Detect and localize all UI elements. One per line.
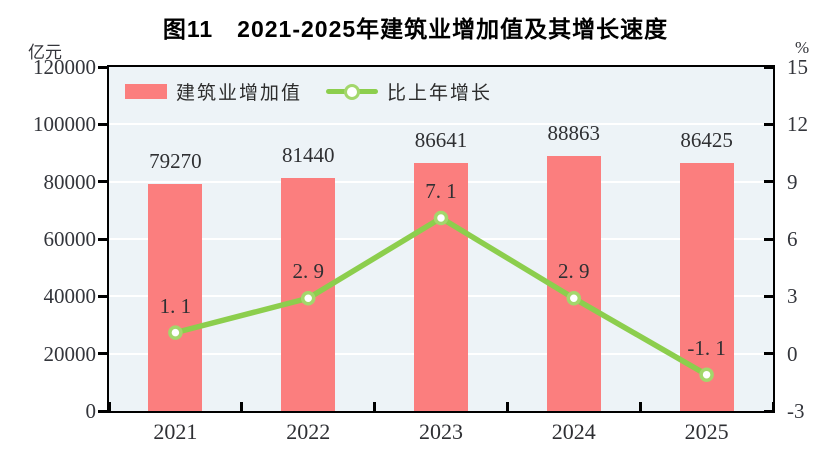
line-value-label: 1. 1 bbox=[159, 293, 192, 318]
x-axis-category-label: 2022 bbox=[286, 419, 331, 444]
line-value-label: -1. 1 bbox=[687, 335, 726, 360]
bar bbox=[414, 162, 468, 411]
right-axis-tick-label: 15 bbox=[787, 55, 808, 79]
x-axis-tick bbox=[771, 402, 775, 411]
left-axis-tick-label: 40000 bbox=[43, 284, 97, 309]
right-axis-tick-label: 9 bbox=[787, 169, 798, 194]
right-axis-tick bbox=[764, 237, 773, 241]
gridline bbox=[109, 123, 773, 126]
left-axis-tick bbox=[98, 180, 107, 184]
right-axis-tick bbox=[764, 180, 773, 184]
left-axis-tick-label: 120000 bbox=[33, 55, 96, 79]
right-axis-tick bbox=[764, 65, 773, 69]
right-axis-tick-label: 6 bbox=[787, 227, 798, 251]
plot-area: 建筑业增加值 比上年增长 79270 81440 86641 88863 86425 1.… bbox=[98, 65, 775, 413]
line-marker bbox=[699, 367, 714, 382]
x-axis-category-label: 2023 bbox=[419, 419, 463, 444]
bar-value-label: 86425 bbox=[680, 128, 733, 153]
line-legend-sample-icon bbox=[326, 83, 379, 100]
bar-legend-swatch-icon bbox=[125, 84, 167, 99]
x-axis-tick bbox=[505, 402, 509, 411]
left-axis-tick-label: 100000 bbox=[33, 112, 96, 137]
left-axis-tick bbox=[98, 65, 107, 69]
chart-title: 图11 2021-2025年建筑业增加值及其增长速度 bbox=[162, 16, 669, 42]
bar-value-label: 88863 bbox=[547, 121, 601, 146]
bar-value-label: 79270 bbox=[149, 148, 202, 173]
growth-line-layer bbox=[168, 210, 714, 382]
line-marker bbox=[566, 290, 582, 306]
x-axis-category-label: 2025 bbox=[684, 419, 729, 444]
legend-item-bar: 建筑业增加值 bbox=[125, 78, 302, 105]
line-value-label: 7. 1 bbox=[425, 178, 457, 203]
bar bbox=[148, 183, 203, 411]
x-axis-tick bbox=[240, 402, 244, 411]
right-axis-tick-label: 3 bbox=[787, 284, 798, 309]
line-marker bbox=[300, 290, 316, 306]
right-axis-tick bbox=[764, 294, 773, 298]
right-axis-tick-label: -3 bbox=[787, 399, 805, 423]
left-axis-tick bbox=[98, 122, 107, 126]
left-axis-tick-label: 20000 bbox=[43, 341, 97, 366]
left-axis-unit: 亿元 bbox=[28, 43, 62, 62]
bar-value-label: 86641 bbox=[414, 127, 468, 152]
left-axis-tick bbox=[98, 409, 107, 413]
line-value-label: 2. 9 bbox=[558, 259, 590, 284]
bar-legend-label: 建筑业增加值 bbox=[176, 83, 303, 104]
left-axis-tick-label: 60000 bbox=[43, 227, 97, 251]
left-axis-tick bbox=[98, 237, 107, 241]
left-axis-tick-label: 80000 bbox=[43, 169, 97, 194]
growth-line bbox=[172, 215, 710, 378]
right-axis-tick bbox=[764, 122, 773, 126]
x-axis-tick bbox=[107, 402, 111, 411]
x-axis-category-label: 2021 bbox=[153, 419, 198, 444]
line-marker bbox=[168, 325, 183, 340]
line-legend-marker-icon bbox=[344, 83, 361, 100]
x-axis-tick bbox=[373, 402, 377, 411]
x-axis-category-label: 2024 bbox=[551, 419, 596, 444]
legend: 建筑业增加值 比上年增长 bbox=[125, 78, 492, 105]
right-axis-tick bbox=[764, 409, 773, 413]
left-axis-tick-label: 0 bbox=[85, 399, 97, 423]
right-axis-tick-label: 12 bbox=[787, 112, 808, 137]
line-value-label: 2. 9 bbox=[292, 259, 324, 284]
bar bbox=[546, 156, 601, 411]
right-axis-tick-label: 0 bbox=[787, 341, 798, 366]
left-axis-tick bbox=[98, 294, 107, 298]
line-marker bbox=[433, 210, 449, 226]
bar-value-label: 81440 bbox=[281, 142, 335, 167]
left-axis-tick bbox=[98, 352, 107, 356]
right-axis-tick bbox=[764, 352, 773, 356]
line-legend-label: 比上年增长 bbox=[387, 83, 493, 104]
right-axis-unit: % bbox=[795, 38, 810, 57]
x-axis-tick bbox=[638, 402, 642, 411]
legend-item-line: 比上年增长 bbox=[326, 78, 492, 105]
